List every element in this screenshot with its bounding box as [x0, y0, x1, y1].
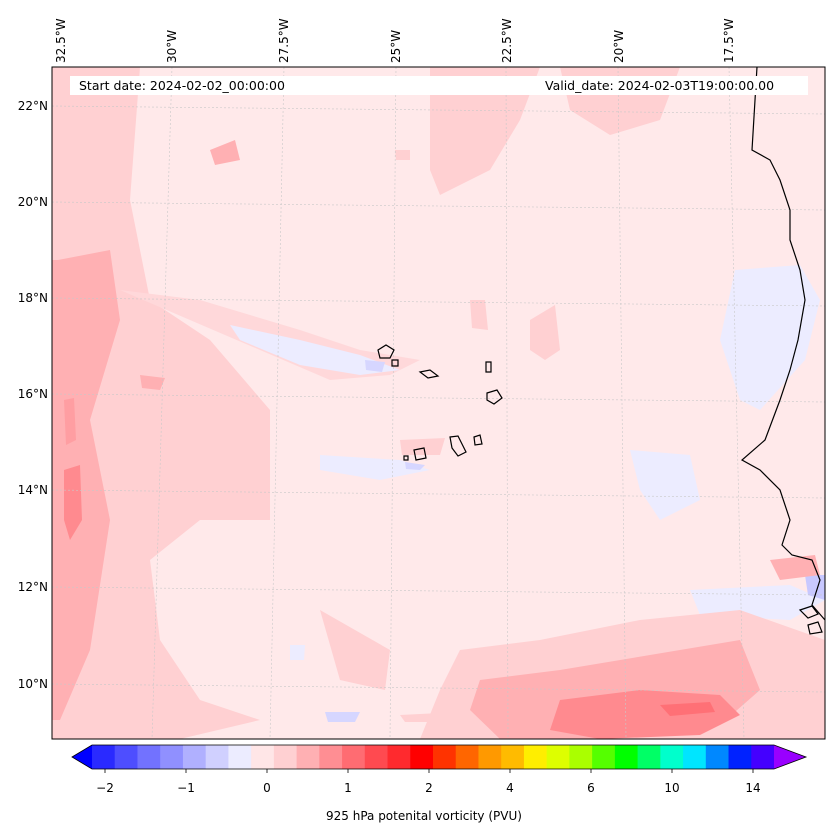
colorbar-segment	[478, 745, 502, 769]
pv-region-west-max	[64, 465, 82, 540]
island-santiago	[449, 435, 467, 457]
colorbar-segment	[751, 745, 775, 769]
colorbar-segment	[273, 745, 298, 769]
island-sal	[485, 361, 492, 373]
pv-region-south-core	[550, 690, 740, 739]
colorbar-extend-max	[774, 745, 806, 769]
lon-tick: 25°W	[389, 29, 403, 63]
colorbar-segment	[433, 745, 457, 769]
lat-tick: 12°N	[17, 580, 48, 594]
lat-tick: 10°N	[17, 677, 48, 691]
colorbar-segment	[705, 745, 730, 769]
colorbar-segment	[637, 745, 661, 769]
colorbar-segment	[501, 745, 525, 769]
colorbar-tick: 4	[506, 781, 514, 795]
colorbar-tick: 6	[587, 781, 595, 795]
map-frame	[51, 66, 826, 740]
valid-date-label: Valid_date: 2024-02-03T19:00:00.00	[545, 78, 775, 93]
start-date-label: Start date: 2024-02-02_00:00:00	[79, 78, 285, 93]
colorbar-tick: 0	[263, 781, 271, 795]
colorbar	[71, 744, 808, 773]
lon-tick: 20°W	[612, 29, 626, 63]
lat-tick: 16°N	[17, 387, 48, 401]
colorbar-segment	[160, 745, 184, 769]
island-brava	[403, 455, 409, 461]
lon-tick: 17.5°W	[722, 18, 736, 63]
lon-tick: 27.5°W	[277, 18, 291, 63]
island-santo-antao	[377, 344, 395, 359]
colorbar-segment	[182, 745, 207, 769]
pv-region-north	[430, 67, 540, 195]
coastline	[377, 67, 825, 635]
colorbar-segment	[410, 745, 434, 769]
lon-tick: 32.5°W	[54, 18, 68, 63]
colorbar-segment	[296, 745, 320, 769]
island-boa-vista	[486, 389, 503, 405]
island-sao-vicente	[391, 359, 399, 367]
colorbar-tick: −2	[96, 781, 114, 795]
colorbar-segment	[92, 745, 116, 769]
colorbar-segment	[319, 745, 343, 769]
pv-region-blue-center	[230, 325, 400, 375]
colorbar-segment	[364, 745, 389, 769]
colorbar-title: 925 hPa potenital vorticity (PVU)	[326, 809, 522, 823]
bissagos-islands	[798, 605, 823, 635]
island-fogo	[413, 447, 427, 461]
colorbar-segment	[614, 745, 639, 769]
colorbar-segment	[728, 745, 752, 769]
island-maio	[473, 434, 483, 446]
pv-region-west	[52, 67, 270, 739]
island-sao-nicolau	[418, 369, 440, 379]
colorbar-extend-min	[72, 745, 92, 769]
lat-tick: 22°N	[17, 99, 48, 113]
pv-region-west-core	[52, 250, 120, 720]
colorbar-segment	[387, 745, 411, 769]
colorbar-tick: −1	[177, 781, 195, 795]
info-banner	[70, 76, 808, 95]
colorbar-segment	[569, 745, 593, 769]
colorbar-segment	[683, 745, 707, 769]
colorbar-segment	[455, 745, 479, 769]
pv-contours	[52, 67, 825, 739]
colorbar-segment	[251, 745, 275, 769]
colorbar-outline	[71, 744, 808, 770]
colorbar-tick: 2	[425, 781, 433, 795]
graticule	[52, 67, 825, 739]
colorbar-segment	[114, 745, 138, 769]
lat-tick: 18°N	[17, 291, 48, 305]
lat-tick: 20°N	[17, 195, 48, 209]
colorbar-segment	[592, 745, 616, 769]
colorbar-segment	[546, 745, 570, 769]
lat-tick: 14°N	[17, 483, 48, 497]
colorbar-tick: 14	[745, 781, 761, 795]
lon-tick: 30°W	[165, 29, 179, 63]
colorbar-tick: 1	[344, 781, 352, 795]
pv-region-blue-east	[720, 265, 820, 410]
colorbar-segment	[660, 745, 684, 769]
colorbar-tick: 10	[664, 781, 680, 795]
lon-tick: 22.5°W	[500, 18, 514, 63]
colorbar-segment	[523, 745, 548, 769]
africa-coast	[740, 67, 825, 621]
colorbar-segment	[228, 745, 252, 769]
colorbar-segment	[137, 745, 161, 769]
colorbar-segment	[342, 745, 366, 769]
colorbar-segment	[205, 745, 229, 769]
